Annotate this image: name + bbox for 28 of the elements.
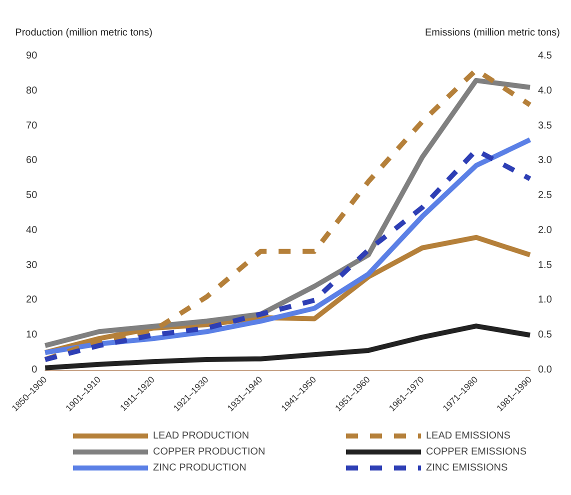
y-tick-label: 0: [32, 364, 38, 376]
legend-label: LEAD EMISSIONS: [426, 430, 511, 442]
legend-label: LEAD PRODUCTION: [153, 430, 250, 442]
y2-tick-label: 3.0: [538, 155, 552, 166]
y-tick-label: 80: [26, 85, 38, 96]
y2-tick-label: 1.5: [538, 260, 552, 271]
y-axis-title: Production (million metric tons): [15, 28, 152, 38]
y2-tick-label: 0.5: [538, 330, 552, 341]
y-tick-label: 20: [26, 294, 38, 306]
y2-axis-title: Emissions (million metric tons): [424, 28, 560, 38]
legend-label: ZINC EMISSIONS: [426, 462, 508, 474]
y-tick-label: 40: [26, 224, 38, 236]
y-tick-label: 60: [26, 155, 38, 166]
y-tick-label: 70: [26, 120, 38, 132]
y-tick-label: 90: [26, 50, 38, 62]
y2-tick-label: 0.0: [538, 364, 552, 376]
legend-label: COPPER PRODUCTION: [153, 446, 266, 458]
y2-tick-label: 4.5: [538, 50, 552, 62]
legend-label: COPPER EMISSIONS: [426, 446, 527, 458]
y2-tick-label: 3.5: [538, 120, 552, 132]
y-tick-label: 50: [26, 190, 38, 202]
y-tick-label: 30: [26, 260, 38, 271]
y2-tick-label: 4.0: [538, 85, 552, 96]
legend-label: ZINC PRODUCTION: [153, 462, 246, 474]
y-tick-label: 10: [26, 330, 38, 341]
y2-tick-label: 1.0: [538, 294, 552, 306]
y2-tick-label: 2.5: [538, 190, 552, 202]
y2-tick-label: 2.0: [538, 224, 552, 236]
